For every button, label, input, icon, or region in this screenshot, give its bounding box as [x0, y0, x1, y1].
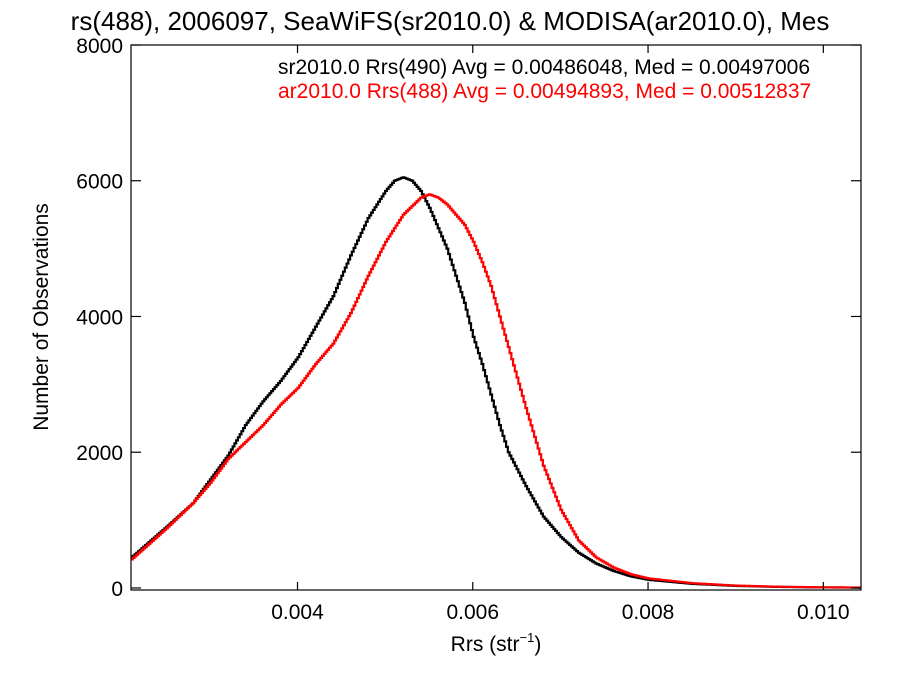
y-tick-label: 0: [111, 578, 123, 601]
y-tick-label: 2000: [76, 442, 123, 465]
y-tick-label: 4000: [76, 306, 123, 329]
legend-entry-1: sr2010.0 Rrs(490) Avg = 0.00486048, Med …: [278, 56, 810, 79]
plot-frame: [130, 44, 862, 591]
chart-title: rs(488), 2006097, SeaWiFS(sr2010.0) & MO…: [71, 6, 830, 36]
y-axis-label: Number of Observations: [30, 203, 53, 431]
legend-entry-2: ar2010.0 Rrs(488) Avg = 0.00494893, Med …: [278, 80, 811, 103]
x-tick-label: 0.008: [622, 601, 675, 624]
series-line-2: [131, 193, 862, 589]
x-axis-label-close: ): [534, 633, 541, 656]
x-axis-label-exponent: −1: [520, 630, 535, 645]
ticks-layer: 0.004 0.006 0.008 0.010 0 2000 4000 6000 8000: [76, 35, 861, 624]
series-layer: [131, 176, 862, 589]
x-axis-label: Rrs (str−1): [451, 630, 542, 656]
y-tick-label: 6000: [76, 171, 123, 194]
series-line-1: [131, 176, 862, 589]
legend: sr2010.0 Rrs(490) Avg = 0.00486048, Med …: [278, 56, 811, 103]
x-tick-label: 0.006: [446, 601, 499, 624]
x-tick-label: 0.010: [797, 601, 850, 624]
x-tick-label: 0.004: [271, 601, 324, 624]
x-axis-label-text: Rrs (str: [451, 633, 520, 656]
y-tick-label: 8000: [76, 35, 123, 58]
